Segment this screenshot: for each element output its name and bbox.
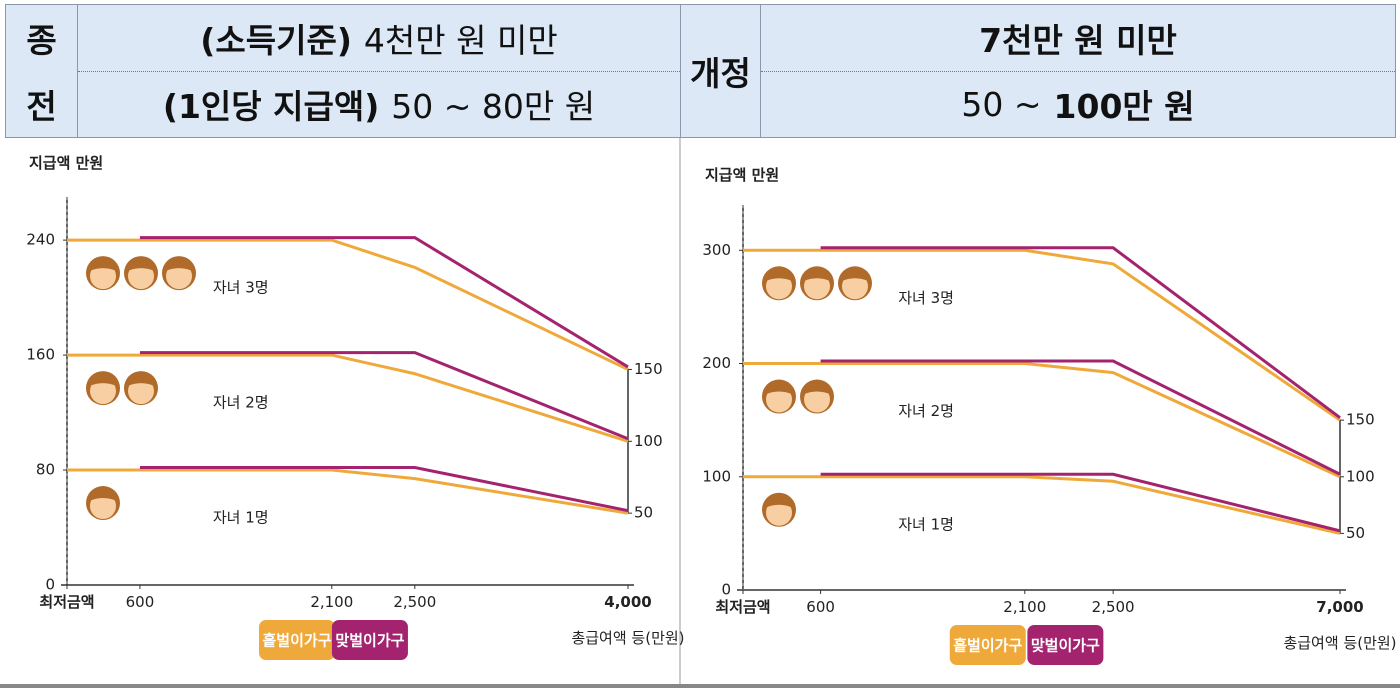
group-label: 자녀 3명	[213, 279, 269, 297]
group-label: 자녀 2명	[898, 402, 954, 420]
legend-label: 맞벌이가구	[1031, 637, 1100, 655]
face-bangs	[765, 498, 793, 508]
face	[804, 386, 830, 413]
group-label: 자녀 1명	[898, 515, 954, 533]
line-series	[820, 246, 1341, 419]
legend-swatch	[1027, 625, 1104, 665]
old-cell: (소득기준) 4천만 원 미만 (1인당 지급액) 50 ~ 80만 원	[77, 4, 681, 138]
old-key: (1인당 지급액)	[162, 87, 380, 126]
old-label-cell: 종 전	[5, 4, 78, 138]
face-bangs	[127, 262, 155, 272]
x-tick-label: 2,500	[393, 593, 436, 611]
x-tick-label: 2,100	[310, 593, 353, 611]
y2-tick-label: 50	[1346, 524, 1365, 542]
face	[766, 273, 792, 300]
line-series	[820, 472, 1341, 533]
x-tick-label: 최저금액	[715, 598, 770, 616]
old-key: (소득기준)	[200, 21, 352, 60]
face	[128, 378, 154, 405]
x-axis-title: 총급여액 등(만원)	[1283, 634, 1396, 652]
old-label: 종	[26, 21, 57, 60]
face	[90, 378, 116, 405]
face-bangs	[165, 262, 193, 272]
face-bangs	[765, 385, 793, 395]
y2-tick-label: 100	[1346, 467, 1375, 485]
y-axis-title: 지급액 만원	[705, 166, 779, 184]
new-label: 개정	[690, 54, 751, 93]
legend-swatch	[331, 620, 408, 660]
y-axis-title: 지급액 만원	[29, 154, 103, 172]
face	[766, 499, 792, 526]
x-tick-label: 2,500	[1092, 598, 1135, 616]
line-series	[139, 236, 629, 369]
line-series	[743, 475, 1341, 535]
x-tick-label: 7,000	[1316, 598, 1363, 616]
y2-tick-label: 150	[1346, 411, 1375, 429]
line-series	[67, 468, 629, 515]
face	[766, 386, 792, 413]
y2-tick-label: 100	[634, 432, 663, 450]
old-row: (소득기준) 4천만 원 미만	[78, 5, 680, 72]
y-tick-label: 100	[702, 467, 731, 485]
face-bangs	[127, 377, 155, 387]
old-row: (1인당 지급액) 50 ~ 80만 원	[78, 71, 680, 137]
x-tick-label: 최저금액	[39, 593, 94, 611]
x-tick-label: 600	[806, 598, 835, 616]
y-tick-label: 300	[702, 241, 731, 259]
new-value: 7천만 원 미만	[979, 21, 1177, 60]
legend-label: 홑벌이가구	[263, 632, 332, 650]
y2-tick-label: 150	[634, 360, 663, 378]
face	[842, 273, 868, 300]
legend-label: 맞벌이가구	[335, 632, 404, 650]
new-value: 100만 원	[1053, 87, 1195, 126]
old-label: 전	[26, 87, 57, 126]
face-bangs	[89, 262, 117, 272]
face	[804, 273, 830, 300]
face-bangs	[89, 492, 117, 502]
line-series	[139, 351, 629, 441]
line-series	[139, 466, 629, 513]
y2-tick-label: 50	[634, 504, 653, 522]
legend-swatch	[259, 620, 336, 660]
x-tick-label: 2,100	[1003, 598, 1046, 616]
line-series	[743, 248, 1341, 422]
face-bangs	[89, 377, 117, 387]
y-tick-label: 240	[26, 231, 55, 249]
new-row: 50 ~ 100만 원	[761, 71, 1395, 137]
line-series	[67, 353, 629, 443]
legend-swatch	[949, 625, 1026, 665]
face-bangs	[841, 272, 869, 282]
face	[128, 263, 154, 290]
x-axis-title: 총급여액 등(만원)	[571, 629, 684, 647]
face	[90, 263, 116, 290]
new-cell: 7천만 원 미만 50 ~ 100만 원	[760, 4, 1396, 138]
x-tick-label: 600	[126, 593, 155, 611]
face	[90, 493, 116, 520]
face	[166, 263, 192, 290]
old-value: 50 ~ 80만 원	[391, 87, 596, 126]
line-series	[743, 362, 1341, 479]
y-tick-label: 160	[26, 346, 55, 364]
x-tick-label: 4,000	[604, 593, 651, 611]
y-tick-label: 80	[36, 461, 55, 479]
group-label: 자녀 1명	[213, 509, 269, 527]
new-row: 7천만 원 미만	[761, 5, 1395, 72]
group-label: 자녀 2명	[213, 394, 269, 412]
face-bangs	[765, 272, 793, 282]
legend-label: 홑벌이가구	[953, 637, 1022, 655]
face-bangs	[803, 272, 831, 282]
y-tick-label: 0	[45, 576, 55, 594]
line-series	[67, 238, 629, 371]
line-series	[820, 359, 1341, 476]
new-value: 50 ~	[961, 84, 1042, 124]
y-tick-label: 200	[702, 354, 731, 372]
face-bangs	[803, 385, 831, 395]
old-value: 4천만 원 미만	[363, 21, 558, 60]
group-label: 자녀 3명	[898, 289, 954, 307]
y-tick-label: 0	[721, 581, 731, 599]
